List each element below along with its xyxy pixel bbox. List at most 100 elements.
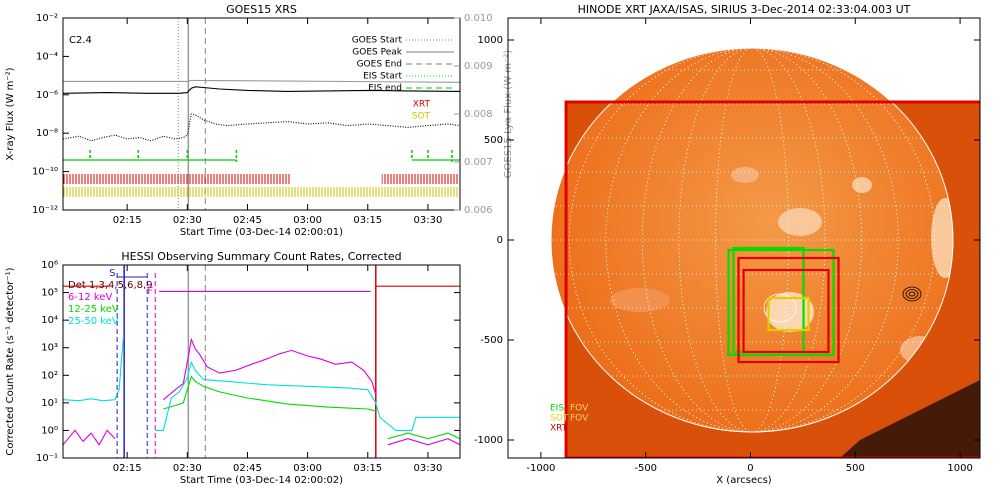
bright-region xyxy=(610,288,670,312)
x-tick-label: 02:15 xyxy=(113,215,142,226)
contour xyxy=(908,291,916,297)
y2-tick-label: 0.006 xyxy=(464,205,493,216)
x-tick-label: 02:45 xyxy=(233,463,262,474)
annotation: C2.4 xyxy=(69,35,92,46)
axes-frame xyxy=(62,264,461,459)
y-tick-label: 10⁰ xyxy=(41,425,58,436)
bright-region xyxy=(731,167,759,183)
series-line xyxy=(63,339,460,431)
y-tick-label: 10⁻⁸ xyxy=(36,128,58,139)
plot-area xyxy=(63,18,460,210)
y-tick-label: 500 xyxy=(484,135,503,146)
legend-label: FOV xyxy=(570,404,589,414)
chart-title: HINODE XRT JAXA/ISAS, SIRIUS 3-Dec-2014 … xyxy=(578,3,911,16)
y-tick-label: 10⁻¹⁰ xyxy=(32,167,58,178)
bright-region xyxy=(852,177,872,193)
dark-region xyxy=(840,380,980,458)
contour xyxy=(905,289,919,299)
flag-label: F xyxy=(147,286,153,297)
y-tick-label: -1000 xyxy=(474,435,503,446)
series-line xyxy=(63,113,460,142)
series-line xyxy=(163,375,460,440)
series-line xyxy=(63,337,460,446)
axes-frame xyxy=(507,17,981,459)
x-tick-label: 03:30 xyxy=(414,463,443,474)
y2-tick-label: 0.010 xyxy=(464,13,493,24)
chart-title: GOES15 XRS xyxy=(226,3,297,16)
y-tick-label: 10⁻¹ xyxy=(36,453,58,464)
contour xyxy=(763,293,797,323)
x-tick-label: 1000 xyxy=(947,463,972,474)
y-tick-label: 10⁻² xyxy=(36,13,58,24)
contour xyxy=(902,286,922,302)
legend-label: GOES Start xyxy=(352,36,403,46)
x-tick-label: 02:30 xyxy=(173,463,202,474)
x-tick-label: 500 xyxy=(846,463,865,474)
observing-band xyxy=(63,174,290,184)
y-tick-label: 10¹ xyxy=(41,398,58,409)
y-tick-label: 0 xyxy=(497,235,503,246)
plot-area xyxy=(564,100,980,458)
flag-label: S xyxy=(109,268,115,279)
x-tick-label: 03:15 xyxy=(353,215,382,226)
legend-label: EIS Start xyxy=(363,72,402,82)
y-axis-label: X-ray Flux (W m⁻²) xyxy=(5,67,16,160)
bright-region xyxy=(778,208,822,236)
x-axis-label: X (arcsecs) xyxy=(716,475,772,486)
y-tick-label: 10⁻⁴ xyxy=(36,51,58,62)
legend-label: SOT xyxy=(412,112,431,122)
y2-tick-label: 0.009 xyxy=(464,61,493,72)
legend-label: EIS xyxy=(550,404,564,414)
meridian xyxy=(605,48,899,432)
series-line xyxy=(63,86,460,94)
y-tick-label: 10⁻⁶ xyxy=(36,90,58,101)
x-tick-label: 03:00 xyxy=(293,463,322,474)
y-tick-label: 10⁴ xyxy=(41,315,58,326)
x-tick-label: 02:45 xyxy=(233,215,262,226)
plot-area xyxy=(63,265,460,458)
y-tick-label: 1000 xyxy=(478,35,503,46)
observing-band xyxy=(381,174,460,184)
legend-label: GOES End xyxy=(357,60,402,70)
y-tick-label: 10⁻¹² xyxy=(32,205,58,216)
observing-band xyxy=(63,187,460,197)
y-tick-label: 10⁶ xyxy=(41,260,58,271)
fov-box xyxy=(767,296,810,332)
fov-box xyxy=(564,100,980,458)
meridian xyxy=(568,48,936,432)
legend-label: 25-50 keV xyxy=(68,316,119,327)
x-tick-label: -1000 xyxy=(526,463,555,474)
x-tick-label: 03:00 xyxy=(293,215,322,226)
y2-tick-label: 0.008 xyxy=(464,109,493,120)
solar-image xyxy=(550,47,980,458)
x-tick-label: 03:30 xyxy=(414,215,443,226)
legend-label: FOV xyxy=(570,414,589,424)
series-line xyxy=(63,79,460,83)
meridian xyxy=(642,48,862,432)
fov-box xyxy=(737,256,840,364)
heliographic-grid xyxy=(551,48,953,432)
x-axis-label: Start Time (03-Dec-14 02:00:01) xyxy=(180,227,343,238)
fov-box xyxy=(742,268,830,354)
meridian xyxy=(678,48,826,432)
x-tick-label: 02:15 xyxy=(113,463,142,474)
x-axis-label: Start Time (03-Dec-14 02:00:02) xyxy=(180,475,343,486)
legend-label: 6-12 keV xyxy=(68,292,112,303)
legend-title: Det 1,3,4,5,6,8,9 xyxy=(68,280,153,291)
legend-label: XRT xyxy=(550,424,568,434)
contours xyxy=(763,286,922,323)
x-tick-label: 02:30 xyxy=(173,215,202,226)
fov-box xyxy=(727,248,835,357)
x-tick-label: 03:15 xyxy=(353,463,382,474)
legend-label: 12-25 keV xyxy=(68,304,119,315)
y2-tick-label: 0.007 xyxy=(464,157,493,168)
legend-label: EIS end xyxy=(368,84,402,94)
legend-label: GOES Peak xyxy=(352,48,402,58)
y-tick-label: 10⁵ xyxy=(41,288,58,299)
x-tick-label: 0 xyxy=(747,463,753,474)
legend-label: SOT xyxy=(550,414,569,424)
limb xyxy=(550,47,954,433)
chart-title: HESSI Observing Summary Count Rates, Cor… xyxy=(121,250,401,263)
y-axis-label: Corrected Count Rate (s⁻¹ detector⁻¹) xyxy=(5,267,16,455)
